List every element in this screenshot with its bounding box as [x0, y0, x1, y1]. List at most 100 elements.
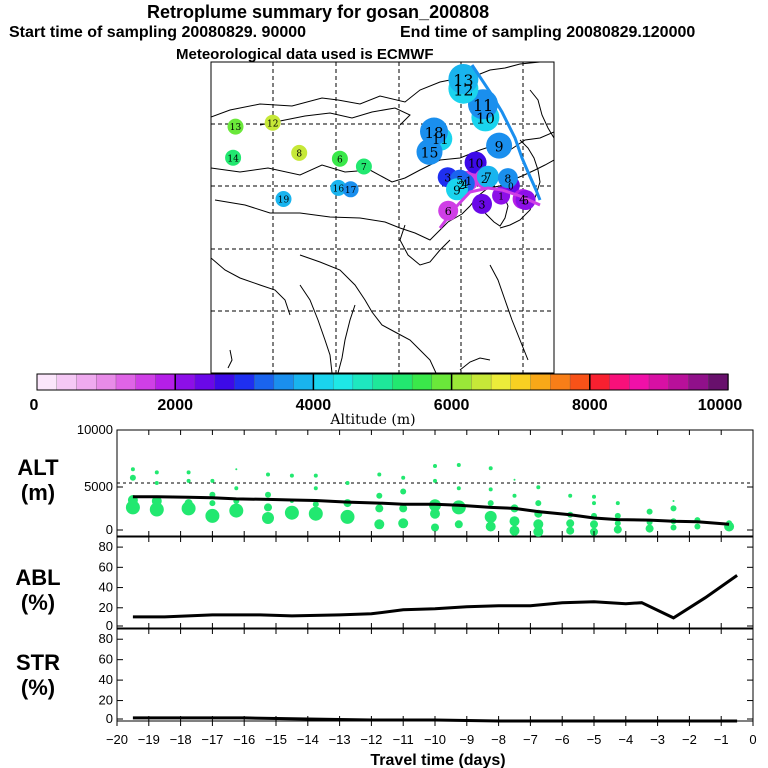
alt-ylabel-top: ALT — [17, 455, 59, 480]
alt-particle — [401, 475, 406, 480]
plume-day-marker — [476, 165, 499, 188]
alt-particle — [262, 512, 274, 524]
x-tick-label: −13 — [329, 732, 351, 747]
alt-particle — [592, 494, 596, 499]
trajectory-day-label: 6 — [337, 155, 343, 165]
plume-day-label: 13 — [453, 71, 473, 90]
alt-particle — [125, 500, 140, 515]
alt-particle — [377, 472, 382, 477]
str-panel-frame — [116, 628, 754, 722]
coastline — [399, 224, 451, 266]
alt-particle — [672, 500, 675, 502]
trajectory-day-label: 3 — [444, 172, 451, 185]
trajectory-day-label: 2 — [458, 179, 465, 192]
abl-line — [132, 574, 738, 620]
x-tick-label: −17 — [201, 732, 223, 747]
plume-day-label: 0 — [508, 183, 514, 193]
trajectory-day-label: 13 — [230, 123, 242, 133]
colorbar-tick-label: 4000 — [296, 397, 332, 414]
str-tick-label: 80 — [99, 631, 113, 646]
trajectory-day-label: 18 — [424, 124, 443, 142]
colorbar-cell — [490, 373, 512, 391]
alt-particle — [614, 512, 621, 519]
colorbar-cell — [648, 373, 670, 391]
alt-particle — [456, 486, 461, 491]
coastline — [299, 284, 333, 373]
trajectory-day-marker — [416, 138, 443, 165]
trajectory-day-marker — [225, 149, 242, 166]
colorbar-frame — [36, 373, 729, 391]
alt-particle — [374, 519, 385, 530]
trajectory-day-label: 15 — [421, 146, 439, 162]
colorbar-cell — [56, 373, 78, 391]
alt-particle — [154, 470, 159, 475]
colorbar-cell — [629, 373, 650, 391]
abl-tick-label: 20 — [99, 600, 113, 615]
alt-particle — [400, 488, 407, 495]
colorbar-cell — [392, 373, 413, 391]
plume-day-marker — [486, 132, 513, 159]
alt-particle — [210, 478, 215, 483]
colorbar-cell — [254, 373, 275, 391]
trajectory-day-label: 17 — [345, 186, 357, 196]
plume-day-label: 2 — [481, 173, 488, 186]
colorbar-tick-label: 8000 — [572, 397, 608, 414]
alt-particle — [234, 486, 239, 491]
coastline — [214, 199, 463, 241]
plume-day-marker — [438, 200, 459, 221]
alt-particle — [430, 508, 440, 519]
alt-particle — [533, 519, 544, 530]
alt-particle — [186, 470, 191, 475]
colorbar-cell — [313, 373, 334, 391]
alt-particle — [129, 474, 136, 481]
plot-title: Retroplume summary for gosan_200808 — [147, 2, 490, 22]
colorbar-cell — [431, 373, 453, 391]
x-tick-label: −4 — [618, 732, 633, 747]
alt-particle — [149, 502, 164, 517]
colorbar-cell — [332, 373, 354, 391]
x-tick-label: −20 — [106, 732, 128, 747]
alt-particle — [312, 501, 319, 508]
alt-particle — [533, 526, 544, 537]
alt-particle — [670, 524, 677, 531]
plume-day-marker — [448, 64, 479, 94]
x-tick-label: −19 — [138, 732, 160, 747]
abl-ylabel-unit: (%) — [21, 590, 55, 615]
alt-particle — [568, 493, 573, 498]
colorbar-cell — [96, 373, 117, 391]
trajectory-day-label: 10 — [468, 157, 483, 171]
trajectory-day-label: 12 — [267, 119, 278, 129]
str-tick-label: 40 — [99, 672, 113, 687]
x-tick-label: −10 — [424, 732, 446, 747]
alt-particle — [209, 500, 216, 507]
x-tick-label: −3 — [650, 732, 665, 747]
alt-particle — [265, 491, 271, 498]
alt-particle — [646, 508, 653, 515]
alt-particle — [340, 509, 355, 524]
trajectory-day-label: 11 — [432, 133, 449, 148]
alt-particle — [266, 472, 270, 477]
plume-track-north — [470, 64, 542, 201]
end-time-label: End time of sampling 20080829.120000 — [400, 24, 696, 41]
str-tick-label: 0 — [106, 711, 113, 726]
x-tick-label: −2 — [682, 732, 697, 747]
str-tick-label: 20 — [99, 693, 113, 708]
trajectory-day-label: 9 — [453, 183, 461, 197]
alt-particle — [509, 516, 520, 527]
trajectory-day-marker — [331, 150, 348, 167]
plume-day-label: 4 — [519, 194, 526, 207]
colorbar-cell — [155, 373, 176, 391]
str-ylabel-top: STR — [16, 650, 60, 675]
alt-ylabel-unit: (m) — [21, 480, 55, 505]
coastline — [489, 264, 529, 361]
alt-particle — [590, 520, 598, 529]
colorbar-cell — [36, 373, 58, 391]
trajectory-day-label: 4 — [461, 178, 468, 191]
colorbar-cell — [372, 373, 394, 391]
colorbar-cell — [273, 373, 295, 391]
colorbar-cell — [589, 373, 611, 391]
plume-day-label: 10 — [476, 110, 495, 128]
alt-particle — [308, 506, 323, 521]
